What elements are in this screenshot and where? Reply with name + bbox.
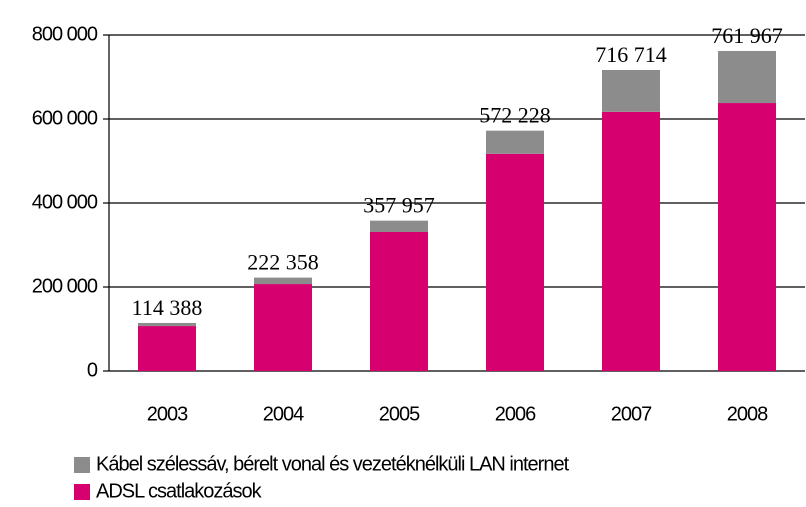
total-label: 357 957 <box>363 193 435 218</box>
bar-segment <box>138 326 196 371</box>
y-tick-label: 200 000 <box>32 275 98 297</box>
bar-segment <box>486 130 544 154</box>
x-tick-label: 2004 <box>263 403 304 425</box>
x-tick-label: 2006 <box>495 403 536 425</box>
bar-segment <box>254 284 312 371</box>
legend-label: ADSL csatlakozások <box>96 480 263 502</box>
x-tick-label: 2008 <box>727 403 768 425</box>
total-label: 572 228 <box>479 103 551 128</box>
bar-segment <box>602 69 660 112</box>
y-tick-label: 400 000 <box>32 191 98 213</box>
x-tick-label: 2003 <box>147 403 188 425</box>
bar-segment <box>718 50 776 104</box>
bar-segment <box>486 153 544 371</box>
legend-swatch <box>74 457 90 473</box>
total-label: 222 358 <box>247 250 319 275</box>
bar-segment <box>718 103 776 371</box>
y-tick-label: 800 000 <box>32 23 98 45</box>
legend-swatch <box>74 484 90 500</box>
x-tick-label: 2007 <box>611 403 652 425</box>
total-label: 716 714 <box>595 42 667 67</box>
bar-segment <box>254 277 312 285</box>
y-tick-label: 0 <box>87 359 98 381</box>
legend-label: Kábel szélessáv, bérelt vonal és vezeték… <box>96 453 570 475</box>
bar-segment <box>370 231 428 371</box>
total-label: 761 967 <box>711 23 783 48</box>
bar-segment <box>602 111 660 372</box>
bar-segment <box>138 322 196 327</box>
total-label: 114 388 <box>132 295 203 320</box>
y-tick-label: 600 000 <box>32 107 98 129</box>
x-tick-label: 2005 <box>379 403 420 425</box>
bar-segment <box>370 220 428 232</box>
